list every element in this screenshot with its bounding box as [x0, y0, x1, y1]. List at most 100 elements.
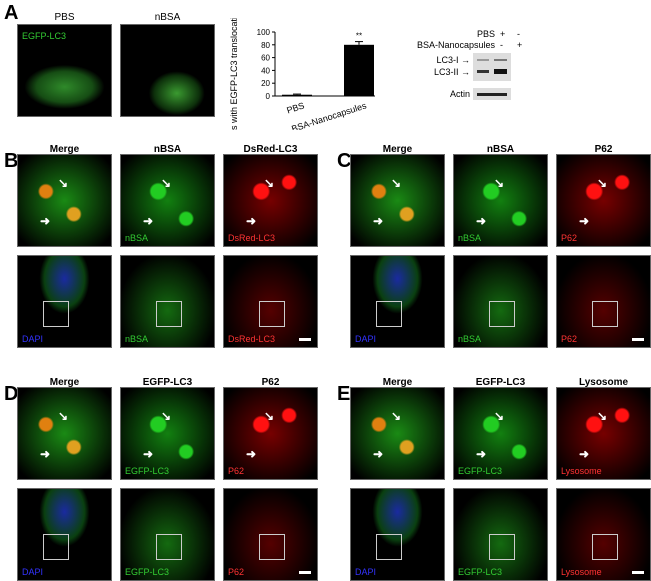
- micrograph-p62-overview: P62: [223, 488, 318, 581]
- y-tick-label: 100: [257, 28, 271, 37]
- blot-condition-value: -: [517, 29, 520, 39]
- arrow-icon: ➜: [373, 214, 384, 228]
- channel-caption: DsRed-LC3: [228, 233, 276, 243]
- y-axis-label: Cells with EGFP-LC3 translocation (%): [229, 18, 239, 130]
- micrograph-egfp-lc3-zoom: ↘ ➜ EGFP-LC3: [453, 387, 548, 480]
- band-label: Actin: [449, 89, 470, 99]
- blot-condition-value: -: [500, 40, 503, 50]
- micrograph-merge-overview: DAPI: [350, 255, 445, 348]
- channel-caption: P62: [561, 233, 578, 243]
- zoom-region-box: [156, 301, 182, 327]
- arrow-icon: ↘: [161, 176, 172, 190]
- micrograph-egfp-lc3-overview: EGFP-LC3: [453, 488, 548, 581]
- panel-label: B: [4, 150, 19, 172]
- channel-caption: P62: [561, 334, 578, 344]
- zoom-region-box: [259, 301, 285, 327]
- column-header: Merge: [49, 377, 80, 388]
- arrow-icon: ➜: [373, 447, 384, 461]
- scale-bar: [299, 338, 311, 341]
- zoom-region-box: [592, 301, 618, 327]
- micrograph-merge-zoom: ↘ ➜: [17, 154, 112, 247]
- arrow-icon: ↘: [597, 176, 608, 190]
- channel-caption: DAPI: [355, 334, 377, 344]
- micrograph-egfp-lc3-zoom: ↘ ➜ EGFP-LC3: [120, 387, 215, 480]
- scale-bar: [632, 571, 644, 574]
- column-header: Merge: [382, 144, 413, 155]
- zoom-region-box: [259, 534, 285, 560]
- channel-caption: EGFP-LC3: [458, 466, 503, 476]
- column-header: Merge: [382, 377, 413, 388]
- channel-caption: P62: [228, 567, 245, 577]
- zoom-region-box: [376, 301, 402, 327]
- micrograph-merge-overview: DAPI: [17, 255, 112, 348]
- arrow-icon: ➜: [143, 447, 154, 461]
- micrograph-dsred-lc3-zoom: ↘ ➜ DsRed-LC3: [223, 154, 318, 247]
- arrow-icon: ➜: [579, 214, 590, 228]
- channel-caption: DAPI: [355, 567, 377, 577]
- scale-bar: [632, 338, 644, 341]
- actin-blot-strip: [473, 88, 511, 100]
- micrograph-nbsa-zoom: ↘ ➜ nBSA: [120, 154, 215, 247]
- zoom-region-box: [43, 534, 69, 560]
- channel-caption: Lysosome: [561, 567, 602, 577]
- channel-caption: P62: [228, 466, 245, 476]
- panel-label: C: [337, 150, 352, 172]
- band-label: LC3-I →: [436, 55, 470, 65]
- column-header: P62: [261, 377, 280, 388]
- y-tick-label: 20: [261, 79, 270, 88]
- micrograph-caption: EGFP-LC3: [22, 31, 67, 41]
- channel-caption: DAPI: [22, 334, 44, 344]
- channel-caption: EGFP-LC3: [458, 567, 503, 577]
- y-tick-label: 40: [261, 66, 270, 75]
- arrow-icon: ↘: [161, 409, 172, 423]
- zoom-region-box: [156, 534, 182, 560]
- panel-a-label: A: [4, 2, 19, 24]
- y-tick-label: 60: [261, 54, 270, 63]
- micrograph-p62-overview: P62: [556, 255, 651, 348]
- header-nbsa: nBSA: [154, 12, 181, 23]
- arrow-icon: ➜: [40, 447, 51, 461]
- micrograph-nbsa-zoom: ↘ ➜ nBSA: [453, 154, 548, 247]
- channel-caption: nBSA: [125, 233, 149, 243]
- bar-PBS: [282, 94, 312, 96]
- panel-label: D: [4, 383, 19, 405]
- arrow-icon: ➜: [579, 447, 590, 461]
- panel-label: E: [337, 383, 351, 405]
- channel-caption: nBSA: [458, 334, 482, 344]
- column-header: nBSA: [153, 144, 182, 155]
- column-header: EGFP-LC3: [142, 377, 193, 388]
- micrograph-merge-zoom: ↘ ➜: [17, 387, 112, 480]
- arrow-icon: ↘: [264, 176, 275, 190]
- micrograph-merge-zoom: ↘ ➜: [350, 387, 445, 480]
- column-header: Merge: [49, 144, 80, 155]
- zoom-region-box: [43, 301, 69, 327]
- zoom-region-box: [376, 534, 402, 560]
- micrograph-merge-overview: DAPI: [350, 488, 445, 581]
- column-header: nBSA: [486, 144, 515, 155]
- micrograph-nbsa-overview: nBSA: [453, 255, 548, 348]
- y-tick-label: 80: [261, 41, 270, 50]
- column-header: EGFP-LC3: [475, 377, 526, 388]
- translocation-bar-chart: Cells with EGFP-LC3 translocation (%) 0 2…: [229, 18, 375, 130]
- zoom-region-box: [489, 534, 515, 560]
- zoom-region-box: [489, 301, 515, 327]
- arrow-icon: ➜: [476, 447, 487, 461]
- column-header: Lysosome: [578, 377, 629, 388]
- channel-caption: Lysosome: [561, 466, 602, 476]
- arrow-icon: ↘: [391, 176, 402, 190]
- y-tick-label: 0: [266, 92, 271, 101]
- x-tick-label: PBS: [285, 100, 305, 115]
- lc3-blot-strip: [473, 53, 511, 81]
- band-label: LC3-II →: [433, 67, 470, 77]
- micrograph-dsred-lc3-overview: DsRed-LC3: [223, 255, 318, 348]
- micrograph-nbsa-overview: nBSA: [120, 255, 215, 348]
- arrow-icon: ↘: [494, 176, 505, 190]
- column-header: DsRed-LC3: [243, 144, 298, 155]
- arrow-icon: ↘: [391, 409, 402, 423]
- channel-caption: DsRed-LC3: [228, 334, 276, 344]
- channel-caption: EGFP-LC3: [125, 567, 170, 577]
- arrow-icon: ➜: [246, 214, 257, 228]
- arrow-icon: ➜: [143, 214, 154, 228]
- micrograph-p62-zoom: ↘ ➜ P62: [223, 387, 318, 480]
- arrow-icon: ↘: [58, 409, 69, 423]
